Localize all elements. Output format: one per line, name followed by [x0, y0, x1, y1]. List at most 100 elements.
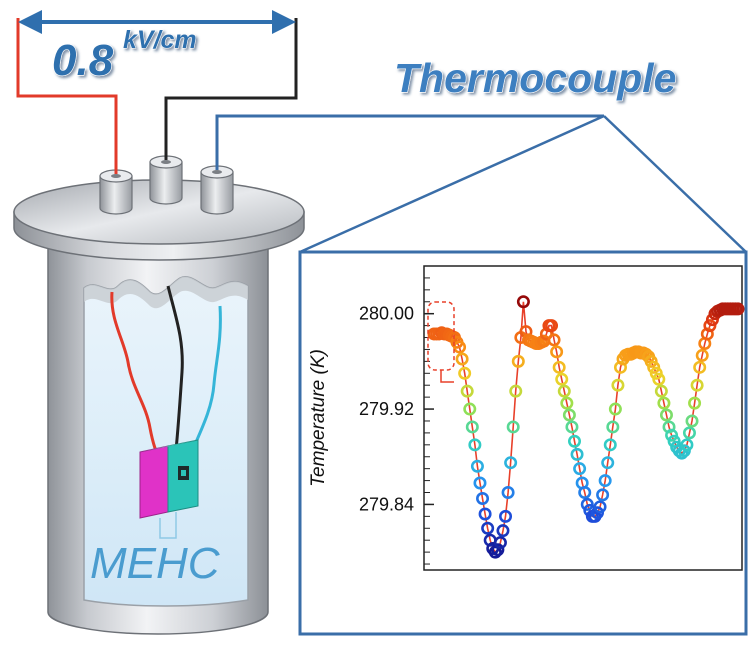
- feedthrough-posts: [99, 155, 234, 215]
- data-point: [506, 420, 520, 434]
- data-point: [611, 378, 625, 392]
- data-point: [652, 372, 666, 386]
- data-point: [665, 428, 679, 442]
- data-point: [560, 396, 574, 410]
- sample-label: MEHC: [90, 539, 221, 588]
- data-point: [491, 543, 505, 557]
- data-point: [606, 420, 620, 434]
- inset-chart: 280.00 279.92 279.84 Temperature (K): [298, 250, 748, 636]
- cyan-lead-internal: [188, 305, 222, 457]
- data-point: [598, 474, 612, 488]
- data-point: [667, 434, 681, 448]
- post-middle: [149, 155, 183, 205]
- data-point: [680, 438, 694, 452]
- data-point: [470, 459, 484, 473]
- data-point: [493, 536, 507, 550]
- arrow-right-icon: [272, 10, 296, 34]
- thermocouple-lead-external: [215, 114, 604, 170]
- data-point: [511, 354, 525, 368]
- data-point: [596, 488, 610, 502]
- data-point: [647, 360, 661, 374]
- data-point: [562, 408, 576, 422]
- data-point: [682, 426, 696, 440]
- external-leads: [16, 18, 604, 174]
- data-point: [504, 456, 518, 470]
- data-point: [565, 420, 579, 434]
- sample-magenta-face: [139, 445, 169, 519]
- data-point: [593, 500, 607, 514]
- field-value: 0.8: [52, 36, 114, 85]
- data-point: [488, 545, 502, 559]
- thermocouple-label: Thermocouple: [394, 55, 676, 101]
- start-marker: [427, 301, 455, 383]
- data-point: [552, 360, 566, 374]
- data-point: [570, 447, 584, 461]
- data-point: [662, 420, 676, 434]
- data-point: [654, 384, 668, 398]
- data-point: [573, 462, 587, 476]
- data-point: [545, 319, 559, 333]
- data-point: [731, 302, 745, 316]
- data-point: [478, 507, 492, 521]
- window-rim-shadow: [84, 276, 248, 309]
- data-point: [473, 476, 487, 490]
- sample-mehc: [139, 439, 199, 539]
- data-point: [468, 438, 482, 452]
- data-point: [496, 524, 510, 538]
- data-point: [501, 486, 515, 500]
- data-point: [703, 319, 717, 333]
- field-unit: kV/cm: [123, 26, 197, 54]
- plot-area: [423, 265, 743, 571]
- red-lead-external: [16, 18, 118, 174]
- callout-lines: [299, 114, 747, 254]
- data-point: [555, 372, 569, 386]
- data-point: [644, 354, 658, 368]
- red-lead-internal: [110, 291, 162, 461]
- data-point: [580, 497, 594, 511]
- arrow-left-icon: [18, 10, 42, 34]
- data-point: [700, 327, 714, 341]
- y-tick-label: 279.92: [359, 399, 414, 419]
- internal-leads: [110, 285, 222, 461]
- post-left: [99, 169, 133, 215]
- data-point: [603, 438, 617, 452]
- y-tick-label: 279.84: [359, 494, 414, 514]
- data-point: [455, 352, 469, 366]
- data-series: [427, 295, 745, 559]
- data-point: [550, 345, 564, 359]
- data-point: [453, 340, 467, 354]
- data-point: [509, 384, 523, 398]
- black-lead-internal: [166, 285, 184, 451]
- data-point: [695, 348, 709, 362]
- data-point: [519, 325, 533, 339]
- y-axis-label: Temperature (K): [308, 349, 329, 487]
- y-tick-label: 280.00: [359, 304, 414, 324]
- data-point: [608, 402, 622, 416]
- post-right: [200, 165, 234, 215]
- data-point: [690, 378, 704, 392]
- field-indicator: 0.8 kV/cm: [18, 10, 296, 86]
- data-point: [463, 402, 477, 416]
- data-point: [499, 509, 513, 523]
- data-point: [476, 491, 490, 505]
- data-point: [657, 396, 671, 410]
- sample-top-face: [140, 440, 198, 452]
- data-point: [465, 420, 479, 434]
- data-point: [557, 384, 571, 398]
- data-point: [460, 384, 474, 398]
- data-point: [659, 408, 673, 422]
- data-point: [590, 506, 604, 520]
- data-point: [613, 360, 627, 374]
- data-point: [677, 444, 691, 458]
- data-point: [649, 366, 663, 380]
- data-point: [458, 366, 472, 380]
- data-point: [688, 396, 702, 410]
- sample-stand: [159, 512, 177, 539]
- data-point: [481, 521, 495, 535]
- data-point: [516, 295, 530, 309]
- y-axis: 280.00 279.92 279.84: [359, 265, 434, 565]
- data-point: [578, 486, 592, 500]
- black-lead-external: [164, 18, 298, 160]
- data-point: [685, 414, 699, 428]
